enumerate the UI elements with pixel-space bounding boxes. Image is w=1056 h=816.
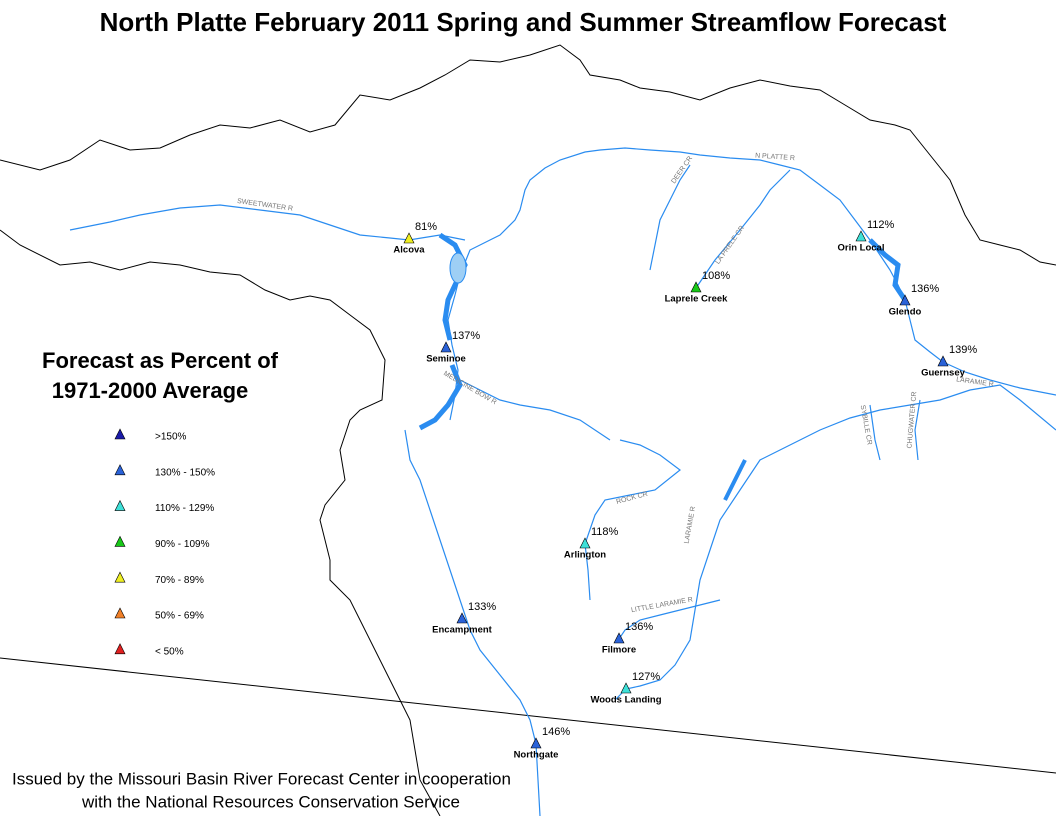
station-marker [855, 230, 867, 242]
station-percent: 118% [591, 526, 619, 538]
footer: with the National Resources Conservation… [81, 792, 460, 811]
river [869, 404, 881, 461]
legend-label: < 50% [155, 646, 184, 657]
river [649, 164, 691, 271]
station-name: Orin Local [838, 243, 885, 254]
station-marker [690, 281, 702, 293]
legend-label: 70% - 89% [155, 575, 204, 586]
station-marker [114, 464, 126, 476]
station-name: Glendo [889, 307, 922, 318]
station-percent: 136% [911, 283, 939, 295]
station-name: Alcova [393, 245, 425, 256]
station-percent: 133% [468, 601, 496, 613]
legend-label: 50% - 69% [155, 611, 204, 622]
station-name: Woods Landing [590, 695, 661, 706]
river [618, 599, 721, 640]
reservoir [723, 459, 747, 501]
station-marker [114, 499, 126, 511]
station-marker [937, 355, 949, 367]
station-percent: 127% [632, 671, 660, 683]
station-percent: 112% [867, 219, 895, 231]
legend-title: 1971-2000 Average [52, 378, 249, 403]
map-title: North Platte February 2011 Spring and Su… [100, 7, 947, 37]
river [459, 379, 611, 441]
station-name: Northgate [514, 750, 559, 761]
river [447, 147, 1056, 421]
station-marker [114, 643, 126, 655]
basin-boundary [0, 44, 1056, 266]
station-marker [456, 612, 468, 624]
station-percent: 81% [415, 221, 437, 233]
legend-label: >150% [155, 432, 187, 443]
station-name: Filmore [602, 645, 636, 656]
station-name: Seminoe [426, 354, 466, 365]
river [914, 399, 921, 461]
station-marker [440, 341, 452, 353]
station-marker [530, 737, 542, 749]
station-name: Guernsey [921, 368, 966, 379]
station-percent: 137% [452, 330, 480, 342]
station-marker [114, 607, 126, 619]
station-marker [403, 232, 415, 244]
river [404, 429, 541, 816]
river-label: N PLATTE R [755, 152, 795, 162]
station-marker [114, 535, 126, 547]
footer: Issued by the Missouri Basin River Forec… [12, 769, 511, 788]
legend-label: 90% - 109% [155, 539, 210, 550]
station-name: Laprele Creek [665, 294, 729, 305]
basin-boundary [0, 229, 441, 816]
reservoir [868, 238, 908, 302]
station-percent: 108% [702, 270, 730, 282]
station-percent: 139% [949, 344, 977, 356]
station-marker [620, 682, 632, 694]
station-marker [114, 571, 126, 583]
station-marker [114, 428, 126, 440]
station-name: Encampment [432, 625, 492, 636]
river-label: CHUGWATER CR [906, 391, 918, 449]
station-percent: 146% [542, 726, 570, 738]
station-percent: 136% [625, 621, 653, 633]
reservoir [449, 252, 467, 284]
reservoir [438, 232, 468, 341]
station-name: Arlington [564, 550, 606, 561]
station-marker [899, 294, 911, 306]
river [695, 169, 791, 289]
legend-label: 130% - 150% [155, 467, 215, 478]
legend-title: Forecast as Percent of [42, 348, 279, 373]
reservoir [418, 364, 463, 431]
station-marker [613, 632, 625, 644]
legend-label: 110% - 129% [155, 503, 214, 514]
station-marker [579, 537, 591, 549]
river [584, 439, 681, 601]
river [614, 384, 1056, 701]
